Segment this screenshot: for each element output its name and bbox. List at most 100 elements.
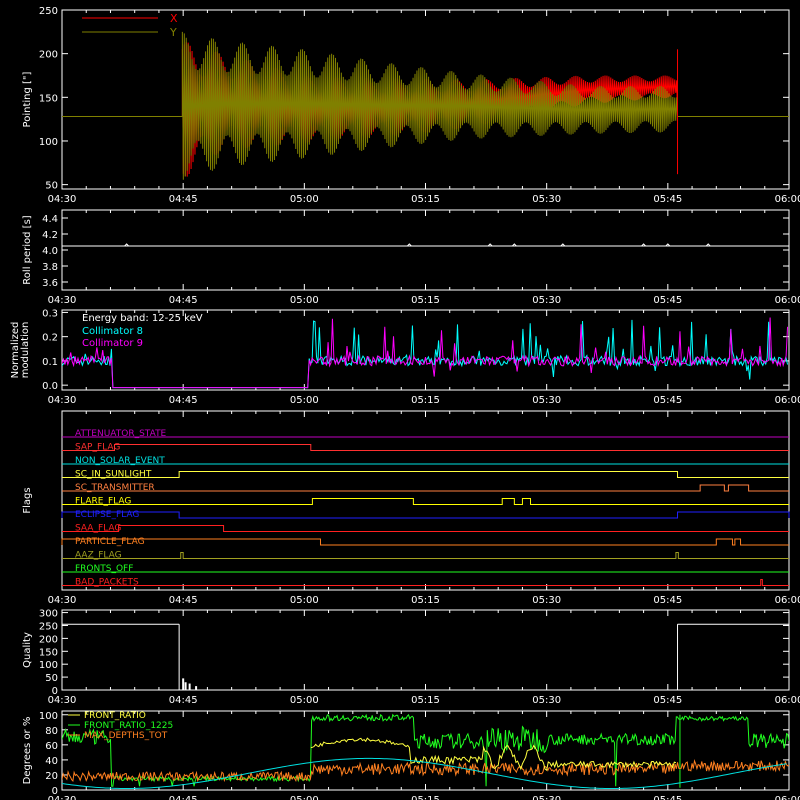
roll-spike — [512, 243, 517, 247]
legend-label: FRONT_RATIO_1225 — [84, 721, 173, 731]
x-tick-label: 05:15 — [411, 295, 440, 306]
flag-label: NON_SOLAR_EVENT — [75, 456, 165, 466]
panel-4: 04:30 04:45 05:00 05:15 05:30 05:45 06:00 0 50 10… — [22, 609, 800, 706]
data-layer — [62, 713, 789, 789]
flag-label: FRONTS_OFF — [75, 564, 133, 574]
flag-label: SAP_FLAG — [75, 443, 120, 453]
roll-spike — [665, 243, 671, 247]
x-tick-label: 06:00 — [775, 595, 800, 606]
flag-label: ECLIPSE_FLAG — [75, 510, 139, 520]
flag-label: BAD_PACKETS — [75, 578, 139, 588]
y-axis-label: Flags — [22, 487, 33, 513]
roll-spike — [560, 243, 566, 247]
roll-spike — [641, 243, 646, 247]
series-line-Y — [62, 31, 789, 180]
x-tick-label: 05:30 — [532, 795, 561, 800]
panel-5: 04:30 04:45 05:00 05:15 05:30 05:45 06:00 0 20 40… — [22, 710, 800, 800]
x-tick-label: 04:30 — [48, 395, 77, 406]
y-axis-label: Degrees or % — [22, 717, 33, 785]
x-tick-label: 05:30 — [532, 295, 561, 306]
x-tick-label: 04:45 — [169, 795, 198, 800]
flag-line-saa_flag — [62, 525, 789, 532]
y-tick-label: 3.6 — [42, 278, 58, 289]
data-layer — [62, 317, 789, 389]
x-tick-label: 05:15 — [411, 695, 440, 706]
y-tick-label: 250 — [39, 621, 58, 632]
x-tick-label: 05:45 — [653, 194, 682, 205]
x-tick-label: 05:45 — [653, 595, 682, 606]
y-tick-label: 40 — [45, 756, 58, 767]
x-tick-label: 04:45 — [169, 395, 198, 406]
y-axis-label: Pointing ["] — [22, 71, 33, 127]
series-line-cyan — [62, 757, 787, 789]
legend-label: Y — [169, 26, 177, 39]
x-tick-label: 05:00 — [290, 795, 319, 800]
x-tick-label: 05:30 — [532, 695, 561, 706]
y-tick-label: 0.0 — [42, 381, 58, 392]
y-tick-label: 0.2 — [42, 333, 58, 344]
series-line-front-ratio — [310, 737, 677, 772]
flag-line-bad_packets — [62, 579, 789, 586]
flag-line-eclipse_flag — [61, 511, 790, 519]
legend-label: Collimator 8 — [82, 326, 143, 337]
x-tick-label: 04:30 — [48, 194, 77, 205]
flag-line-sc_transmitter — [62, 484, 789, 492]
flag-label: AAZ_FLAG — [75, 551, 122, 561]
x-tick-label: 06:00 — [775, 295, 800, 306]
legend-label: FRONT_RATIO — [84, 711, 146, 721]
x-tick-label: 04:45 — [169, 695, 198, 706]
x-tick-label: 05:15 — [411, 194, 440, 205]
series-line-front-ratio-1225 — [62, 713, 789, 787]
y-tick-label: 300 — [39, 609, 58, 620]
x-tick-label: 05:15 — [411, 595, 440, 606]
flag-line-sc_in_sunlight — [62, 471, 789, 478]
x-tick-label: 04:30 — [48, 295, 77, 306]
y-tick-label: 200 — [39, 50, 58, 61]
y-tick-label: 4.4 — [42, 214, 58, 225]
y-tick-label: 150 — [39, 93, 58, 104]
x-tick-label: 06:00 — [775, 695, 800, 706]
x-tick-label: 05:45 — [653, 695, 682, 706]
x-tick-label: 05:00 — [290, 295, 319, 306]
roll-spike — [705, 243, 711, 247]
y-axis-label: Quality — [22, 632, 33, 668]
y-tick-label: 60 — [45, 741, 58, 752]
y-tick-label: 3.8 — [42, 262, 58, 273]
y-tick-label: 80 — [45, 726, 58, 737]
roll-spike — [406, 243, 412, 247]
x-tick-label: 06:00 — [775, 395, 800, 406]
series-line-collimator-9 — [62, 317, 789, 389]
y-axis-label: Normalized — [10, 322, 21, 379]
panel-0: 04:30 04:45 05:00 05:15 05:30 05:45 06:00 50 100… — [22, 6, 800, 205]
x-tick-label: 05:00 — [290, 395, 319, 406]
y-tick-label: 4.0 — [42, 246, 58, 257]
panel-3: 04:30 04:45 05:00 05:15 05:30 05:45 06:00 Flags… — [22, 410, 800, 606]
legend-label: MAX_DEPTHS_TOT — [84, 731, 168, 741]
y-tick-label: 250 — [39, 6, 58, 17]
y-tick-label: 0.1 — [42, 357, 58, 368]
flag-label: SC_TRANSMITTER — [75, 483, 155, 493]
flag-label: SAA_FLAG — [75, 524, 121, 534]
y-tick-label: 200 — [39, 634, 58, 645]
x-tick-label: 05:15 — [411, 395, 440, 406]
y-tick-label: 0 — [52, 786, 58, 797]
x-tick-label: 05:00 — [290, 194, 319, 205]
panel-2: 04:30 04:45 05:00 05:15 05:30 05:45 06:00 0.0 0.… — [10, 308, 800, 406]
y-axis-label: Roll period [s] — [22, 215, 33, 284]
x-tick-label: 04:45 — [169, 295, 198, 306]
x-tick-label: 05:45 — [653, 395, 682, 406]
y-tick-label: 100 — [39, 711, 58, 722]
y-tick-label: 100 — [39, 137, 58, 148]
flag-label: SC_IN_SUNLIGHT — [75, 470, 152, 480]
flag-line-sap_flag — [62, 444, 789, 451]
legend-label: X — [170, 12, 178, 25]
flag-label: PARTICLE_FLAG — [75, 537, 145, 547]
y-axis-label: modulation — [20, 322, 31, 379]
y-tick-label: 0 — [52, 686, 58, 697]
x-tick-label: 05:45 — [653, 295, 682, 306]
x-tick-label: 04:30 — [48, 795, 77, 800]
x-tick-label: 05:30 — [532, 194, 561, 205]
x-tick-label: 04:30 — [48, 695, 77, 706]
